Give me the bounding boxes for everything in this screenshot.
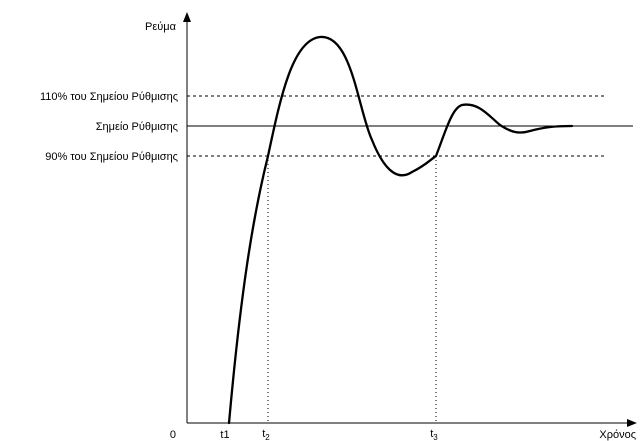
- x-axis-label: Χρόνος: [599, 429, 636, 441]
- x-axis-arrow: [627, 419, 637, 427]
- y-axis-label: Ρεύμα: [145, 21, 177, 33]
- origin-label: 0: [170, 429, 176, 441]
- t3-label: t3: [430, 428, 438, 441]
- lower-band-label: 90% του Σημείου Ρύθμισης: [45, 151, 178, 163]
- t1-label: t1: [220, 429, 229, 441]
- t2-label: t2: [262, 428, 270, 441]
- upper-band-label: 110% του Σημείου Ρύθμισης: [40, 91, 178, 103]
- response-curve: [227, 35, 574, 425]
- setpoint-label: Σημείο Ρύθμισης: [96, 121, 178, 133]
- y-axis-arrow: [183, 12, 191, 22]
